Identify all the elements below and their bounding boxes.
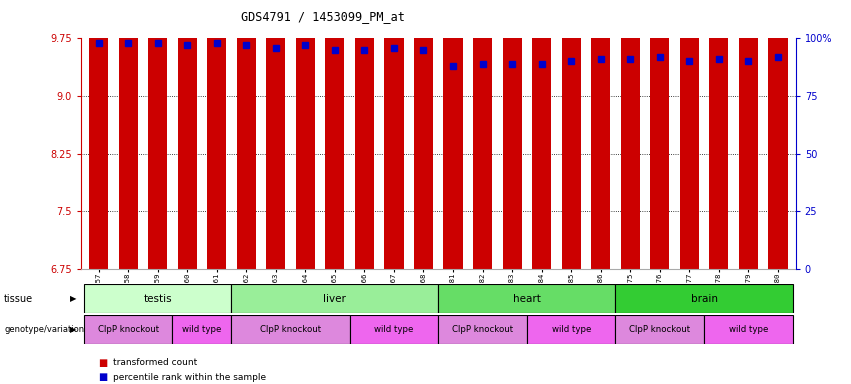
Bar xyxy=(83,315,173,344)
Bar xyxy=(443,0,463,269)
Text: wild type: wild type xyxy=(551,325,591,334)
Text: percentile rank within the sample: percentile rank within the sample xyxy=(113,372,266,382)
Text: ▶: ▶ xyxy=(70,325,77,334)
Bar xyxy=(207,0,226,269)
Text: ▶: ▶ xyxy=(70,294,77,303)
Bar xyxy=(562,0,580,269)
Bar xyxy=(173,315,231,344)
Bar xyxy=(527,315,615,344)
Bar xyxy=(231,284,438,313)
Text: liver: liver xyxy=(323,293,346,304)
Text: tissue: tissue xyxy=(4,293,33,304)
Bar xyxy=(385,0,403,269)
Bar xyxy=(178,0,197,269)
Text: transformed count: transformed count xyxy=(113,358,197,367)
Bar xyxy=(325,0,345,269)
Text: ■: ■ xyxy=(98,372,107,382)
Bar xyxy=(532,0,551,269)
Bar xyxy=(118,0,138,269)
Bar xyxy=(502,0,522,269)
Bar xyxy=(355,0,374,269)
Text: ClpP knockout: ClpP knockout xyxy=(629,325,690,334)
Bar xyxy=(591,0,610,269)
Text: GDS4791 / 1453099_PM_at: GDS4791 / 1453099_PM_at xyxy=(242,10,405,23)
Bar xyxy=(650,0,670,269)
Bar xyxy=(473,0,492,269)
Bar xyxy=(620,0,640,269)
Text: ClpP knockout: ClpP knockout xyxy=(98,325,158,334)
Text: brain: brain xyxy=(691,293,717,304)
Bar xyxy=(414,0,433,269)
Bar xyxy=(237,0,256,269)
Bar xyxy=(739,0,758,269)
Bar xyxy=(231,315,350,344)
Text: genotype/variation: genotype/variation xyxy=(4,325,84,334)
Text: ■: ■ xyxy=(98,358,107,368)
Bar xyxy=(89,0,108,269)
Text: ClpP knockout: ClpP knockout xyxy=(452,325,513,334)
Bar xyxy=(266,0,285,269)
Text: testis: testis xyxy=(143,293,172,304)
Bar xyxy=(83,284,231,313)
Bar xyxy=(296,0,315,269)
Bar xyxy=(615,284,793,313)
Bar xyxy=(350,315,438,344)
Bar xyxy=(148,0,168,269)
Bar xyxy=(680,0,699,269)
Bar xyxy=(704,315,793,344)
Bar xyxy=(768,0,787,269)
Text: heart: heart xyxy=(513,293,541,304)
Text: wild type: wild type xyxy=(374,325,414,334)
Bar xyxy=(615,315,704,344)
Bar xyxy=(709,0,728,269)
Text: wild type: wild type xyxy=(728,325,768,334)
Text: wild type: wild type xyxy=(182,325,221,334)
Text: ClpP knockout: ClpP knockout xyxy=(260,325,321,334)
Bar xyxy=(438,315,527,344)
Bar xyxy=(438,284,615,313)
